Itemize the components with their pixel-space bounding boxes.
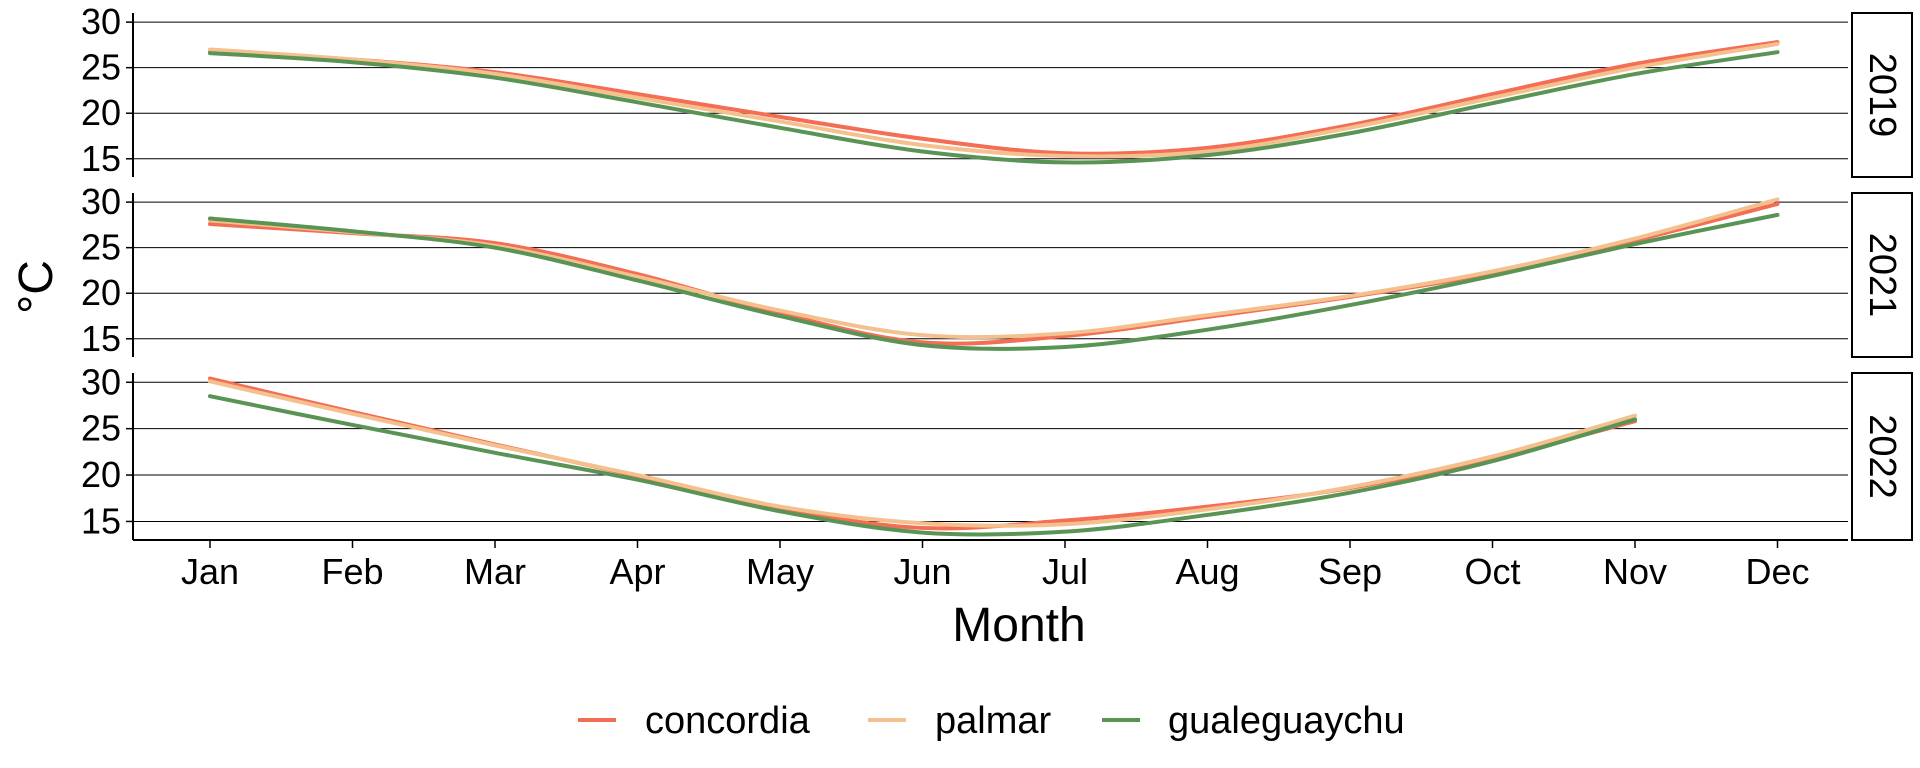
series-line-gualeguaychu <box>208 212 1780 351</box>
x-tick-label: Oct <box>1464 551 1520 592</box>
facet-strip <box>1851 192 1913 358</box>
y-tick-label: 30 <box>81 181 121 222</box>
facet-strip <box>1851 12 1913 178</box>
x-tick-label: Nov <box>1603 551 1667 592</box>
x-axis: Jan Feb Mar Apr May Jun Jul Aug Sep Oct Nov Dec <box>133 539 1848 592</box>
x-tick-label: May <box>746 551 814 592</box>
panel-2022: 15 20 25 30 2022 <box>81 361 1913 541</box>
legend-label: palmar <box>935 700 1051 742</box>
series-line-concordia <box>208 201 1780 346</box>
series-line-concordia <box>208 376 1637 531</box>
x-tick-label: Apr <box>609 551 665 592</box>
legend-label: gualeguaychu <box>1168 700 1405 742</box>
series-line-palmar <box>208 379 1637 528</box>
y-tick-label: 20 <box>81 92 121 133</box>
y-tick-label: 20 <box>81 454 121 495</box>
series-line-concordia <box>208 40 1780 156</box>
x-tick-label: Jul <box>1042 551 1088 592</box>
x-tick-label: Jan <box>181 551 239 592</box>
x-tick-label: Feb <box>321 551 383 592</box>
y-tick-label: 15 <box>81 500 121 541</box>
facet-strip-label: 2022 <box>1861 414 1903 499</box>
y-tick-label: 25 <box>81 47 121 88</box>
y-tick-label: 25 <box>81 227 121 268</box>
series-line-palmar <box>208 41 1780 159</box>
x-tick-label: Jun <box>893 551 951 592</box>
series-line-gualeguaychu <box>208 50 1780 165</box>
facet-strip <box>1851 372 1913 541</box>
y-tick-label: 20 <box>81 272 121 313</box>
legend-item-gualeguaychu: gualeguaychu <box>1102 700 1405 742</box>
facet-strip-label: 2021 <box>1861 233 1903 318</box>
x-tick-label: Sep <box>1318 551 1382 592</box>
y-tick-label: 30 <box>81 1 121 42</box>
y-tick-label: 30 <box>81 361 121 402</box>
legend-item-palmar: palmar <box>868 700 1051 742</box>
series-line-palmar <box>208 197 1780 340</box>
legend-item-concordia: concordia <box>578 700 811 742</box>
y-tick-label: 15 <box>81 318 121 359</box>
y-axis-title: °C <box>10 260 63 314</box>
x-axis-title: Month <box>952 599 1085 652</box>
legend: concordia palmar gualeguaychu <box>578 700 1405 742</box>
x-tick-label: Dec <box>1745 551 1809 592</box>
y-tick-label: 25 <box>81 408 121 449</box>
y-tick-label: 15 <box>81 138 121 179</box>
series-line-gualeguaychu <box>208 394 1637 537</box>
x-tick-label: Mar <box>464 551 526 592</box>
x-tick-label: Aug <box>1175 551 1239 592</box>
facet-strip-label: 2019 <box>1861 53 1903 138</box>
legend-label: concordia <box>645 700 811 742</box>
